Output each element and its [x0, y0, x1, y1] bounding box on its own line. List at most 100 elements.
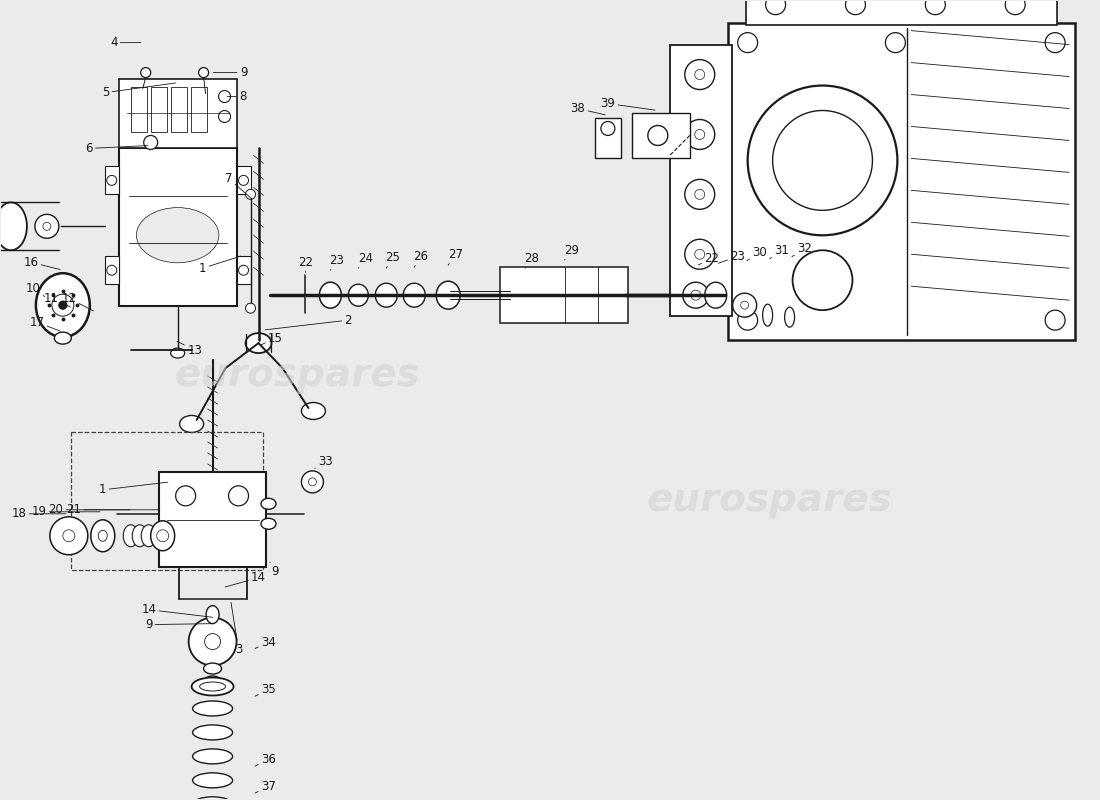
Circle shape	[925, 0, 945, 14]
Circle shape	[733, 293, 757, 317]
Text: 23: 23	[718, 250, 745, 263]
Text: 3: 3	[231, 602, 242, 656]
Circle shape	[229, 486, 249, 506]
Bar	[631, 113, 690, 158]
Text: 17: 17	[30, 316, 60, 331]
Bar	[151, 86, 167, 133]
Ellipse shape	[192, 749, 232, 764]
Ellipse shape	[261, 498, 276, 510]
Text: 1: 1	[199, 256, 241, 274]
Text: 22: 22	[698, 252, 719, 265]
Circle shape	[886, 33, 905, 53]
Circle shape	[239, 175, 249, 186]
Circle shape	[52, 294, 74, 316]
Text: 37: 37	[255, 780, 276, 793]
Circle shape	[695, 70, 705, 79]
Ellipse shape	[123, 525, 139, 546]
Circle shape	[691, 290, 701, 300]
Circle shape	[683, 282, 708, 308]
Bar	[190, 86, 207, 133]
Text: 26: 26	[412, 250, 428, 267]
Circle shape	[176, 486, 196, 506]
Circle shape	[245, 303, 255, 313]
Bar	[104, 166, 119, 194]
Circle shape	[50, 517, 88, 554]
Ellipse shape	[192, 725, 232, 740]
Text: 25: 25	[385, 250, 399, 268]
Circle shape	[766, 0, 785, 14]
Ellipse shape	[36, 274, 90, 337]
Text: 15: 15	[261, 332, 283, 345]
Circle shape	[738, 33, 758, 53]
Ellipse shape	[762, 304, 772, 326]
Text: eurospares: eurospares	[175, 356, 420, 394]
Circle shape	[1045, 33, 1065, 53]
Circle shape	[219, 90, 231, 102]
Bar	[119, 78, 236, 149]
Text: 14: 14	[226, 571, 266, 587]
Ellipse shape	[245, 333, 272, 353]
Bar	[746, 0, 1057, 25]
Circle shape	[199, 67, 209, 78]
Ellipse shape	[204, 676, 221, 687]
Text: 10: 10	[25, 282, 45, 297]
Circle shape	[43, 222, 51, 230]
Text: 32: 32	[792, 242, 812, 257]
Ellipse shape	[404, 283, 426, 307]
Ellipse shape	[54, 332, 72, 344]
Text: 6: 6	[85, 142, 147, 155]
Bar	[500, 267, 628, 323]
Ellipse shape	[705, 282, 727, 308]
Text: 8: 8	[228, 90, 246, 103]
Ellipse shape	[192, 701, 232, 716]
Circle shape	[63, 530, 75, 542]
Text: 21: 21	[66, 503, 160, 516]
Ellipse shape	[349, 284, 368, 306]
Circle shape	[188, 618, 236, 666]
Circle shape	[695, 250, 705, 259]
Text: 5: 5	[102, 83, 176, 99]
Circle shape	[35, 214, 59, 238]
Ellipse shape	[437, 282, 460, 309]
Bar	[131, 86, 146, 133]
Text: 31: 31	[770, 244, 789, 258]
Ellipse shape	[319, 282, 341, 308]
Ellipse shape	[206, 606, 219, 624]
Circle shape	[1045, 310, 1065, 330]
Circle shape	[141, 67, 151, 78]
Circle shape	[685, 179, 715, 210]
Ellipse shape	[179, 415, 204, 433]
Circle shape	[846, 0, 866, 14]
Text: 23: 23	[329, 254, 344, 270]
Ellipse shape	[784, 307, 794, 327]
Circle shape	[59, 301, 67, 309]
Text: 20: 20	[48, 503, 130, 516]
Circle shape	[695, 190, 705, 199]
Circle shape	[738, 310, 758, 330]
Circle shape	[156, 530, 168, 542]
Text: 14: 14	[141, 603, 212, 618]
Text: 30: 30	[747, 246, 767, 261]
Text: 33: 33	[315, 455, 333, 469]
Text: 27: 27	[448, 248, 463, 266]
Bar	[670, 45, 732, 316]
Text: 12: 12	[62, 292, 94, 311]
Text: 9: 9	[270, 562, 279, 578]
Text: 34: 34	[255, 636, 276, 649]
Text: eurospares: eurospares	[647, 481, 892, 519]
Text: 28: 28	[525, 252, 539, 268]
Circle shape	[772, 110, 872, 210]
Circle shape	[685, 239, 715, 270]
Bar	[70, 432, 263, 570]
Bar	[104, 256, 119, 284]
Text: 9: 9	[145, 618, 212, 631]
Text: 9: 9	[213, 66, 248, 79]
Bar	[236, 256, 251, 284]
Bar	[236, 166, 251, 194]
Bar	[158, 472, 266, 566]
Text: 36: 36	[255, 753, 276, 766]
Circle shape	[107, 175, 117, 186]
Ellipse shape	[261, 518, 276, 530]
Text: 11: 11	[43, 292, 70, 307]
Circle shape	[748, 86, 898, 235]
